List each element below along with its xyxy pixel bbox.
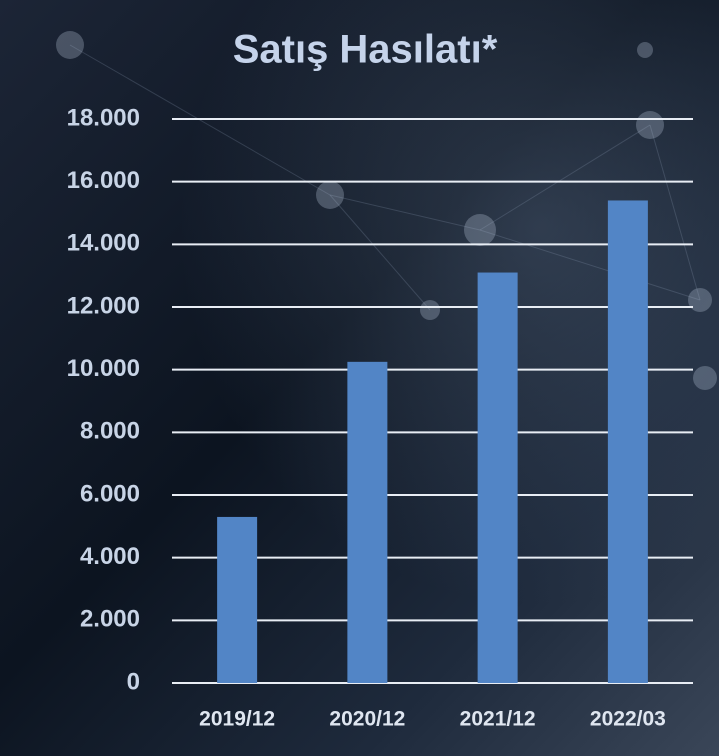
page: {"chart_data": {"type": "bar", "title": … [0,0,719,756]
y-tick-label: 6.000 [80,480,140,507]
y-tick-label: 12.000 [67,292,140,319]
y-tick-label: 10.000 [67,355,140,382]
bar [217,517,257,683]
chart-title: Satış Hasılatı* [233,28,498,72]
x-tick-label: 2020/12 [329,708,405,731]
chart: Satış Hasılatı* 0 2.000 4.000 6.000 8.000 10.… [0,0,719,756]
y-tick-label: 8.000 [80,418,140,445]
y-tick-label: 2.000 [80,606,140,633]
y-tick-label: 14.000 [67,230,140,257]
y-tick-label: 16.000 [67,167,140,194]
y-tick-label: 4.000 [80,543,140,570]
x-tick-label: 2022/03 [590,708,666,731]
bar [347,362,387,683]
x-tick-label: 2019/12 [199,708,275,731]
bar [608,200,648,683]
y-tick-label: 0 [127,668,140,695]
x-tick-label: 2021/12 [460,708,536,731]
y-tick-label: 18.000 [67,104,140,131]
bar [478,273,518,683]
